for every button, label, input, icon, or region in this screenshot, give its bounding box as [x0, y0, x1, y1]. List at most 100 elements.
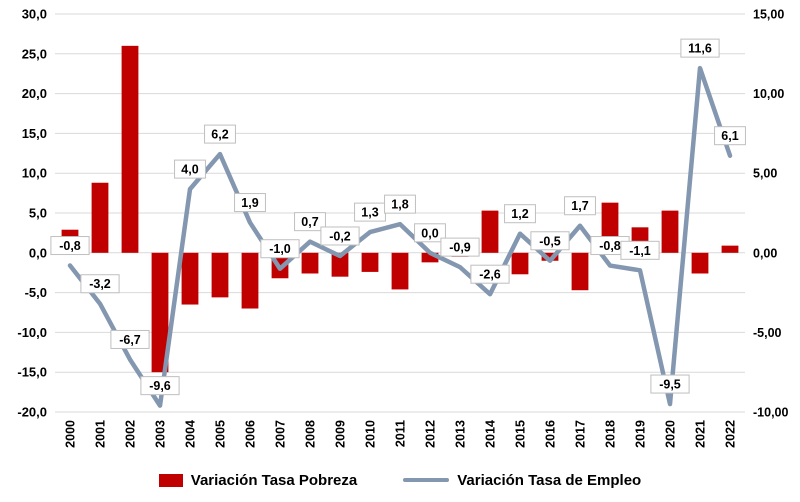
- bar: [571, 252, 589, 291]
- bar: [211, 252, 229, 298]
- empleo-legend-swatch: [403, 478, 450, 482]
- x-axis-label: 2009: [334, 420, 348, 448]
- data-label-box: [384, 194, 416, 214]
- data-label: -9,6: [149, 379, 171, 393]
- pobreza-legend-label: Variación Tasa Pobreza: [190, 471, 358, 489]
- data-label-box: [414, 223, 446, 243]
- left-axis-tick: 5,0: [29, 206, 47, 221]
- right-axis-labels: 15,00 10,00 5,00 0,00 -5,00 -10,00: [753, 8, 788, 420]
- bar: [121, 45, 139, 253]
- right-axis-tick: -10,00: [753, 406, 788, 420]
- data-label: -6,7: [119, 333, 141, 347]
- x-axis-label: 2022: [724, 420, 738, 448]
- data-label: 0,7: [301, 215, 318, 229]
- data-label-box: [440, 237, 480, 257]
- x-axis-label: 2001: [94, 420, 108, 448]
- right-axis-tick: 15,00: [753, 8, 784, 22]
- pobreza-legend-swatch: [158, 473, 183, 487]
- left-axis-labels: 30,0 25,0 20,0 15,0 10,0 5,0 0,0 -5,0 -10,0 -15,0…: [17, 7, 47, 420]
- right-axis-tick: 10,00: [753, 87, 784, 101]
- x-axis-label: 2000: [64, 420, 78, 448]
- x-axis-label: 2013: [454, 420, 468, 448]
- x-axis-label: 2018: [604, 420, 618, 448]
- bar: [301, 252, 319, 274]
- left-axis-tick: 25,0: [22, 46, 47, 61]
- bar: [691, 252, 709, 274]
- x-axis-label: 2015: [514, 420, 528, 448]
- data-label-box: [80, 274, 120, 294]
- data-label: 1,8: [391, 198, 408, 212]
- bar: [421, 252, 439, 263]
- bar: [721, 245, 739, 253]
- left-axis-tick: -20,0: [17, 405, 47, 420]
- left-axis-tick: -15,0: [17, 365, 47, 380]
- x-axis-label: 2019: [634, 420, 648, 448]
- left-axis-tick: 10,0: [22, 166, 47, 181]
- bar: [481, 210, 499, 253]
- bar: [151, 252, 169, 373]
- right-axis-tick: 0,00: [753, 246, 777, 260]
- empleo-legend-label: Variación Tasa de Empleo: [457, 471, 642, 489]
- data-labels: -0,8 -3,2 -6,7 -9,6 4,0 6,2 1,9 -1,0 0,7 -0,2 1,3 1…: [50, 38, 746, 396]
- x-axis-label: 2014: [484, 420, 498, 448]
- x-axis-label: 2004: [184, 420, 198, 448]
- x-axis-label: 2020: [664, 420, 678, 448]
- data-label: -3,2: [89, 277, 111, 291]
- data-label-box: [234, 193, 266, 213]
- data-label: 6,1: [721, 129, 738, 143]
- data-label: -2,6: [479, 268, 501, 282]
- data-label: -0,5: [539, 234, 561, 248]
- data-label-box: [564, 196, 596, 216]
- bar: [181, 252, 199, 305]
- left-axis-tick: 15,0: [22, 126, 47, 141]
- left-axis-tick: -10,0: [17, 325, 47, 340]
- data-label-box: [714, 126, 746, 146]
- data-label-box: [680, 38, 720, 58]
- data-label: 11,6: [688, 42, 712, 56]
- bar: [361, 252, 379, 272]
- x-axis-label: 2016: [544, 420, 558, 448]
- data-label-box: [620, 240, 660, 260]
- data-label-box: [294, 212, 326, 232]
- data-label: 1,9: [241, 196, 258, 210]
- data-label-box: [530, 231, 570, 251]
- data-label: -0,9: [449, 241, 471, 255]
- bar: [331, 252, 349, 277]
- data-label: 1,3: [361, 206, 378, 220]
- x-axis-label: 2021: [694, 420, 708, 448]
- chart-legend: Variación Tasa Pobreza Variación Tasa de…: [0, 458, 800, 502]
- x-axis-labels: 2000 2001 2002 2003 2004 2005 2006 2007 2008 2009…: [64, 420, 738, 448]
- x-axis-label: 2017: [574, 420, 588, 448]
- data-label-box: [110, 329, 150, 349]
- bar: [541, 252, 559, 261]
- data-label-box: [470, 264, 510, 284]
- data-label: 6,2: [211, 128, 228, 142]
- employment-line: [67, 65, 733, 408]
- bar: [661, 210, 679, 253]
- left-axis-tick: 0,0: [29, 245, 47, 260]
- x-axis-label: 2008: [304, 420, 318, 448]
- data-label-box: [504, 204, 536, 224]
- data-label: 1,7: [571, 199, 588, 213]
- data-label: -0,2: [329, 229, 351, 243]
- combo-chart-svg: 30,0 25,0 20,0 15,0 10,0 5,0 0,0 -5,0 -10,0 -15,0…: [17, 7, 788, 448]
- left-axis-tick: 30,0: [22, 7, 47, 22]
- data-label: 4,0: [181, 163, 198, 177]
- data-label: 1,2: [511, 207, 528, 221]
- x-axis-label: 2005: [214, 420, 228, 448]
- data-label: -0,8: [59, 239, 81, 253]
- data-label-box: [140, 376, 180, 396]
- data-label: -1,1: [629, 244, 651, 258]
- bar: [91, 182, 109, 253]
- right-axis-tick: 5,00: [753, 167, 777, 181]
- bar: [511, 252, 529, 275]
- x-axis-label: 2007: [274, 420, 288, 448]
- x-axis-label: 2012: [424, 420, 438, 448]
- x-axis-label: 2010: [364, 420, 378, 448]
- x-axis-label: 2003: [154, 420, 168, 448]
- x-axis-label: 2011: [394, 420, 408, 447]
- data-label-box: [50, 236, 90, 256]
- x-axis-label: 2002: [124, 420, 138, 448]
- data-label-box: [204, 124, 236, 144]
- data-label: -9,5: [659, 378, 681, 392]
